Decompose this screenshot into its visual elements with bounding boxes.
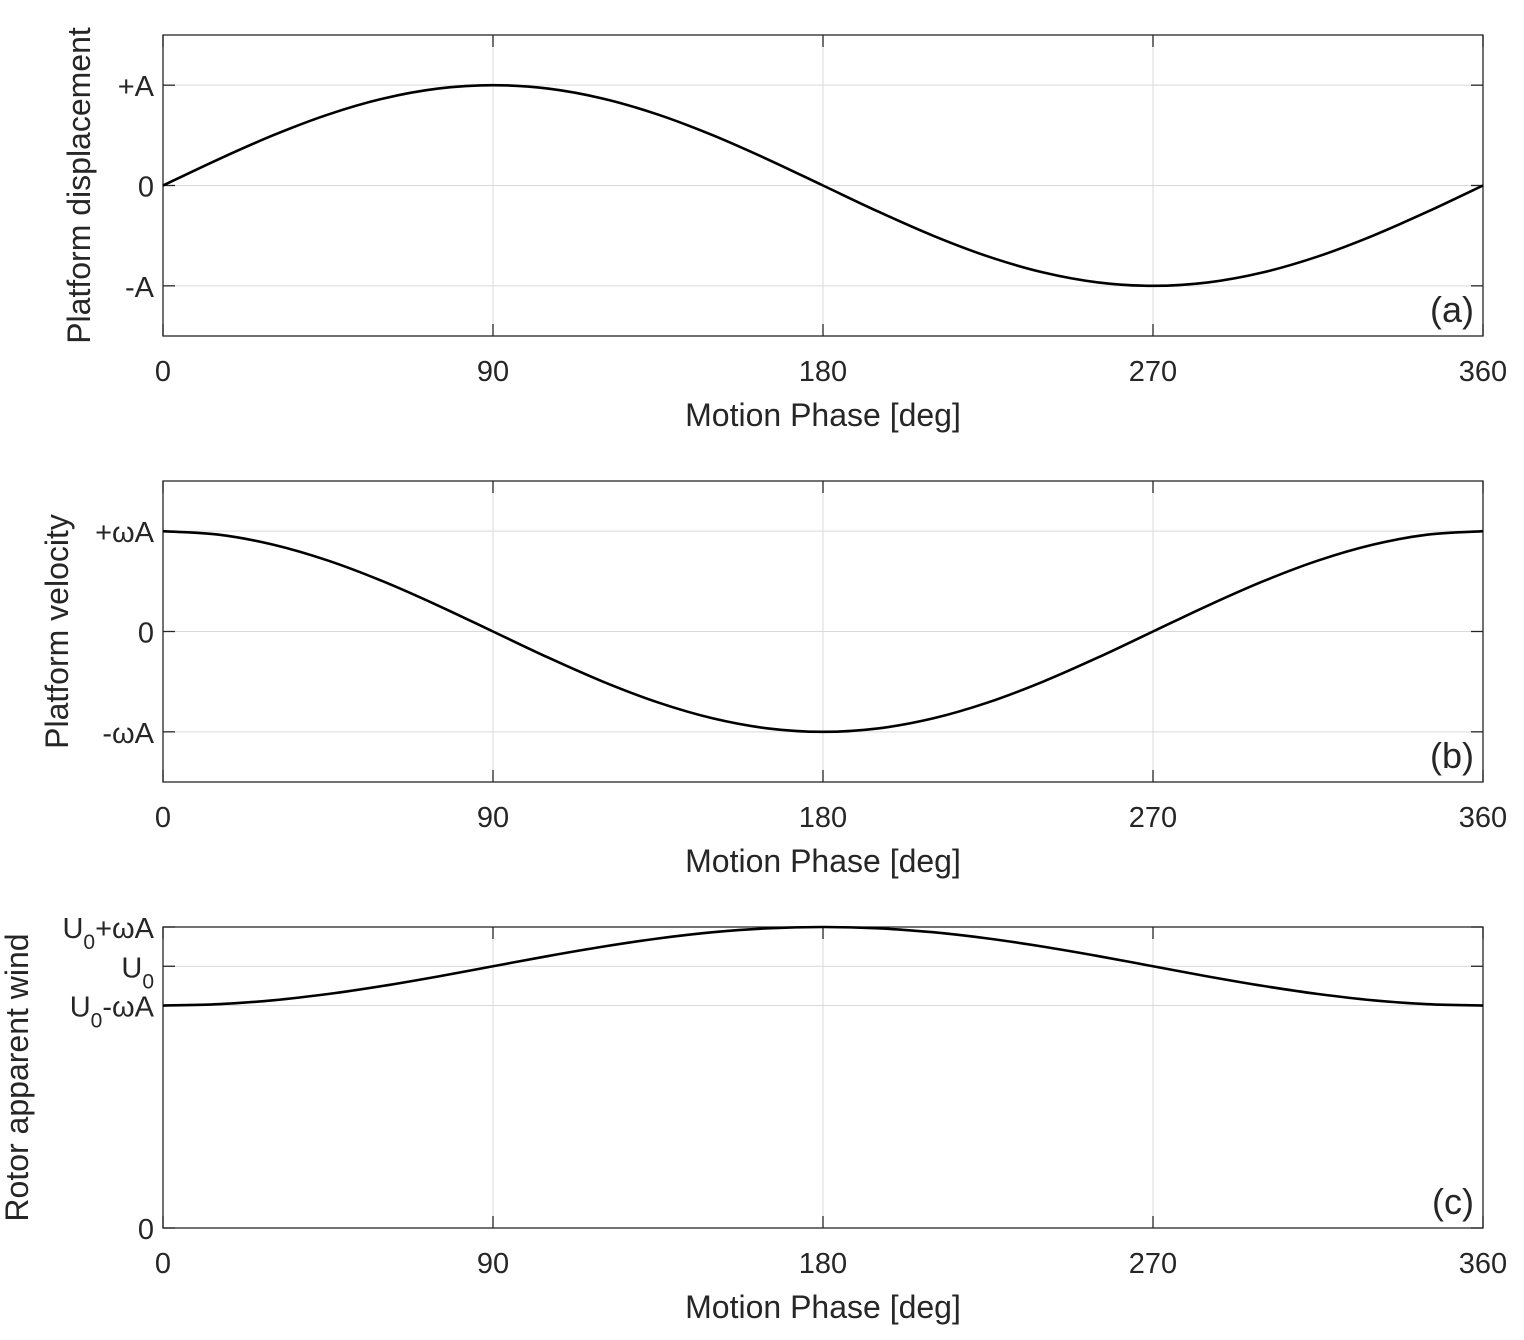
- x-tick-label: 360: [1459, 356, 1507, 388]
- y-axis-label: Rotor apparent wind: [0, 933, 35, 1221]
- y-tick-label: U0+ωA: [62, 913, 154, 954]
- x-tick-label: 360: [1459, 1248, 1507, 1280]
- y-tick-label-part: -ωA: [102, 992, 154, 1024]
- y-tick-label: +A: [118, 71, 155, 103]
- panel-2: 0 90 180 270 360 -ωA 0 +ωA Motion Phase [deg] Pla…: [39, 480, 1507, 879]
- y-tick-label: -ωA: [102, 718, 154, 750]
- y-tick-label-part: +ωA: [95, 913, 155, 945]
- y-tick-label-part: +A: [118, 71, 155, 103]
- y-axis-label: Platform displacement: [61, 27, 97, 344]
- y-tick-label-part: 0: [91, 1010, 103, 1033]
- x-axis-label: Motion Phase [deg]: [685, 397, 961, 433]
- y-tick-label: 0: [138, 1214, 154, 1246]
- x-tick-label: 90: [477, 802, 509, 834]
- y-tick-label-part: 0: [83, 931, 95, 954]
- x-tick-label: 180: [799, 802, 847, 834]
- x-tick-label: 360: [1459, 802, 1507, 834]
- x-tick-label: 180: [799, 356, 847, 388]
- y-tick-label-part: U: [121, 952, 142, 984]
- x-tick-label: 90: [477, 1248, 509, 1280]
- series-line: [162, 529, 1484, 734]
- x-tick-label: 0: [155, 356, 171, 388]
- x-axis-label: Motion Phase [deg]: [685, 843, 961, 879]
- y-tick-label-part: 0: [142, 970, 154, 993]
- x-axis-label: Motion Phase [deg]: [685, 1289, 961, 1325]
- y-axis-label: Platform velocity: [39, 514, 75, 749]
- panel-tag: (c): [1432, 1181, 1474, 1222]
- y-tick-label-part: -A: [125, 272, 155, 304]
- y-tick-label-part: U: [62, 913, 83, 945]
- x-tick-label: 180: [799, 1248, 847, 1280]
- y-tick-label: 0: [138, 618, 154, 650]
- y-tick-label-part: +ωA: [95, 517, 155, 549]
- series-line: [162, 925, 1484, 1007]
- x-tick-label: 0: [155, 1248, 171, 1280]
- y-tick-label: 0: [138, 172, 154, 204]
- y-tick-label-part: 0: [138, 618, 154, 650]
- y-tick-label-part: -ωA: [102, 718, 154, 750]
- x-tick-label: 270: [1129, 356, 1177, 388]
- axes-box: [162, 480, 1484, 783]
- panel-tag: (a): [1430, 289, 1474, 330]
- y-tick-label-part: 0: [138, 1214, 154, 1246]
- panel-1: 0 90 180 270 360 -A 0 +A Motion Phase [deg] Platf…: [61, 27, 1507, 433]
- x-tick-label: 0: [155, 802, 171, 834]
- y-tick-label-part: 0: [138, 172, 154, 204]
- x-tick-label: 90: [477, 356, 509, 388]
- y-tick-label: U0-ωA: [70, 992, 155, 1033]
- y-tick-label: -A: [125, 272, 155, 304]
- x-tick-label: 270: [1129, 1248, 1177, 1280]
- y-tick-label-part: U: [70, 992, 91, 1024]
- x-tick-label: 270: [1129, 802, 1177, 834]
- y-tick-label: +ωA: [95, 517, 155, 549]
- y-tick-label: U0: [121, 952, 154, 993]
- series-line: [162, 83, 1484, 288]
- panel-tag: (b): [1430, 735, 1474, 776]
